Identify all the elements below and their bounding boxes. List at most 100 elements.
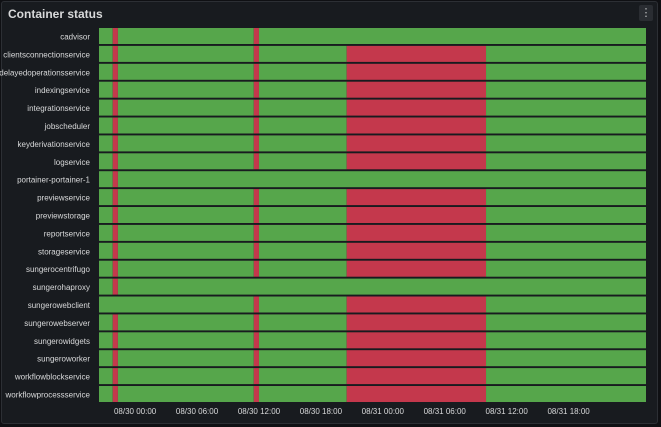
- state-segment-down[interactable]: [112, 242, 118, 259]
- state-segment-up[interactable]: [117, 278, 647, 295]
- state-segment-up[interactable]: [486, 45, 646, 62]
- state-segment-up[interactable]: [99, 153, 113, 170]
- state-segment-up[interactable]: [486, 242, 646, 259]
- state-segment-up[interactable]: [99, 350, 113, 367]
- state-segment-up[interactable]: [258, 117, 347, 134]
- state-segment-up[interactable]: [117, 28, 254, 44]
- state-segment-down[interactable]: [346, 368, 487, 385]
- state-segment-up[interactable]: [486, 63, 646, 80]
- state-segment-up[interactable]: [99, 278, 113, 295]
- state-segment-up[interactable]: [117, 260, 254, 277]
- state-segment-up[interactable]: [117, 45, 254, 62]
- state-segment-down[interactable]: [346, 386, 487, 402]
- state-segment-up[interactable]: [99, 171, 113, 188]
- state-segment-down[interactable]: [253, 350, 259, 367]
- state-segment-up[interactable]: [486, 117, 646, 134]
- state-segment-down[interactable]: [346, 224, 487, 241]
- state-segment-down[interactable]: [253, 224, 259, 241]
- state-segment-up[interactable]: [117, 153, 254, 170]
- state-segment-up[interactable]: [486, 224, 646, 241]
- state-segment-up[interactable]: [258, 296, 347, 313]
- state-segment-down[interactable]: [112, 45, 118, 62]
- state-segment-up[interactable]: [258, 260, 347, 277]
- state-segment-up[interactable]: [117, 207, 254, 223]
- state-segment-down[interactable]: [346, 332, 487, 349]
- state-segment-up[interactable]: [117, 332, 254, 349]
- state-segment-up[interactable]: [486, 368, 646, 385]
- state-segment-down[interactable]: [112, 368, 118, 385]
- state-segment-up[interactable]: [117, 368, 254, 385]
- state-segment-down[interactable]: [346, 45, 487, 62]
- state-segment-up[interactable]: [99, 296, 254, 313]
- state-segment-up[interactable]: [99, 63, 113, 80]
- state-segment-down[interactable]: [253, 368, 259, 385]
- state-segment-up[interactable]: [99, 45, 113, 62]
- state-segment-down[interactable]: [112, 224, 118, 241]
- state-segment-down[interactable]: [112, 171, 118, 188]
- state-segment-up[interactable]: [117, 189, 254, 206]
- state-segment-up[interactable]: [258, 45, 347, 62]
- state-segment-up[interactable]: [99, 224, 113, 241]
- state-segment-down[interactable]: [253, 81, 259, 98]
- state-segment-up[interactable]: [258, 242, 347, 259]
- state-segment-up[interactable]: [486, 296, 646, 313]
- state-segment-down[interactable]: [112, 135, 118, 152]
- state-segment-down[interactable]: [112, 81, 118, 98]
- state-segment-up[interactable]: [486, 207, 646, 223]
- state-segment-up[interactable]: [486, 386, 646, 402]
- state-segment-down[interactable]: [253, 386, 259, 402]
- state-segment-down[interactable]: [112, 153, 118, 170]
- state-segment-down[interactable]: [253, 63, 259, 80]
- state-segment-up[interactable]: [99, 99, 113, 116]
- state-segment-down[interactable]: [346, 117, 487, 134]
- state-segment-up[interactable]: [258, 314, 347, 331]
- state-segment-up[interactable]: [99, 260, 113, 277]
- state-segment-down[interactable]: [346, 350, 487, 367]
- state-segment-up[interactable]: [486, 99, 646, 116]
- state-segment-down[interactable]: [253, 45, 259, 62]
- state-segment-down[interactable]: [112, 314, 118, 331]
- state-segment-down[interactable]: [253, 207, 259, 223]
- state-segment-up[interactable]: [258, 135, 347, 152]
- state-segment-down[interactable]: [346, 207, 487, 223]
- state-segment-up[interactable]: [99, 368, 113, 385]
- state-segment-up[interactable]: [117, 99, 254, 116]
- state-segment-down[interactable]: [253, 153, 259, 170]
- state-segment-down[interactable]: [253, 189, 259, 206]
- state-segment-down[interactable]: [253, 260, 259, 277]
- state-segment-down[interactable]: [253, 242, 259, 259]
- state-segment-up[interactable]: [99, 242, 113, 259]
- state-segment-up[interactable]: [117, 224, 254, 241]
- state-segment-up[interactable]: [117, 117, 254, 134]
- state-segment-up[interactable]: [117, 81, 254, 98]
- state-segment-down[interactable]: [346, 242, 487, 259]
- state-segment-up[interactable]: [486, 332, 646, 349]
- state-segment-up[interactable]: [117, 171, 647, 188]
- state-segment-down[interactable]: [112, 350, 118, 367]
- state-segment-up[interactable]: [486, 260, 646, 277]
- state-segment-up[interactable]: [99, 117, 113, 134]
- state-segment-down[interactable]: [112, 278, 118, 295]
- state-segment-down[interactable]: [112, 260, 118, 277]
- state-segment-up[interactable]: [117, 350, 254, 367]
- state-segment-down[interactable]: [253, 135, 259, 152]
- state-segment-down[interactable]: [112, 99, 118, 116]
- state-segment-down[interactable]: [253, 99, 259, 116]
- state-segment-up[interactable]: [258, 189, 347, 206]
- state-segment-down[interactable]: [112, 63, 118, 80]
- state-segment-up[interactable]: [117, 135, 254, 152]
- state-segment-up[interactable]: [486, 314, 646, 331]
- state-segment-down[interactable]: [346, 260, 487, 277]
- state-segment-up[interactable]: [258, 224, 347, 241]
- state-segment-down[interactable]: [253, 332, 259, 349]
- state-segment-up[interactable]: [117, 386, 254, 402]
- state-segment-down[interactable]: [253, 117, 259, 134]
- state-segment-up[interactable]: [486, 81, 646, 98]
- state-segment-down[interactable]: [112, 28, 118, 44]
- state-segment-up[interactable]: [99, 314, 113, 331]
- state-segment-up[interactable]: [258, 350, 347, 367]
- state-segment-down[interactable]: [346, 153, 487, 170]
- state-segment-down[interactable]: [112, 189, 118, 206]
- state-segment-up[interactable]: [99, 332, 113, 349]
- state-segment-down[interactable]: [112, 332, 118, 349]
